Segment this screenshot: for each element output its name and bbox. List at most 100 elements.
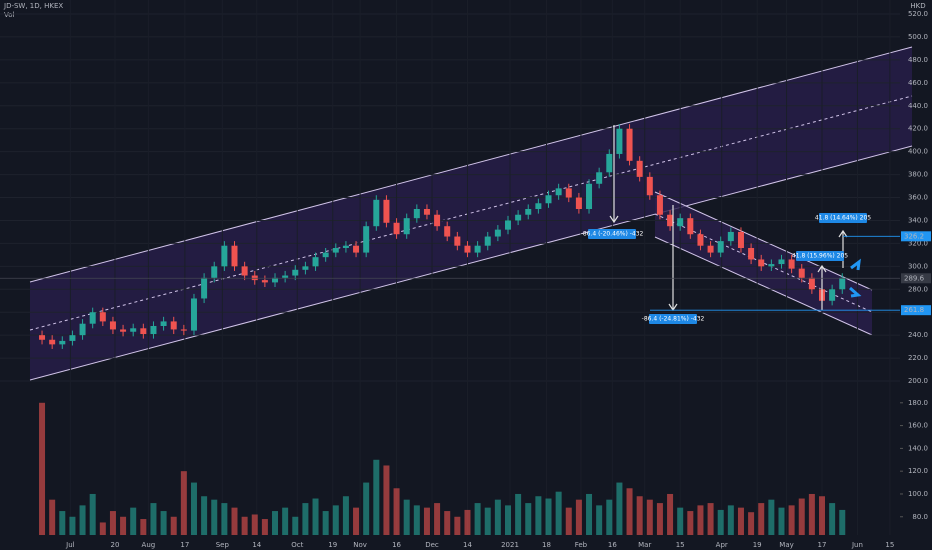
candle-body [616, 128, 623, 154]
volume-bar [656, 503, 663, 535]
volume-bar [504, 505, 511, 535]
volume-bar [261, 519, 268, 535]
volume-bar [494, 499, 501, 535]
candle-body [575, 197, 582, 209]
y-tick-label: 480.0 [908, 56, 928, 64]
candle-body [808, 277, 815, 290]
volume-bar [342, 496, 349, 535]
volume-bar [190, 482, 197, 535]
volume-bar [282, 507, 289, 535]
candle-body [454, 236, 461, 246]
annotation-box [649, 314, 697, 324]
volume-bar [39, 402, 46, 535]
candle-body [403, 218, 410, 235]
candle-body [829, 289, 836, 301]
x-tick-label: Nov [353, 541, 367, 549]
volume-bar [515, 493, 522, 535]
volume-bar [758, 503, 765, 535]
y-tick-label: 380.0 [908, 171, 928, 179]
volume-bar [454, 516, 461, 535]
volume-bar [272, 511, 279, 535]
y2-tick-label: 120.0 [908, 467, 928, 475]
candle-body [586, 183, 593, 209]
candle-body [282, 275, 289, 278]
annotation: -86.4 (-20.46%) -432 [581, 231, 644, 238]
candle-body [788, 259, 795, 269]
x-tick-label: 17 [818, 541, 827, 549]
candle-body [272, 277, 279, 283]
candle-body [322, 252, 329, 258]
y-tick-label: 500.0 [908, 33, 928, 41]
volume-bar [363, 482, 370, 535]
price-tag [901, 231, 931, 242]
volume-bar [211, 499, 218, 535]
volume-bar [231, 507, 238, 535]
candle-body [839, 277, 846, 290]
candle-body [342, 245, 349, 248]
x-tick-label: Aug [142, 541, 156, 549]
volume-bar [221, 503, 228, 535]
candle-body [626, 128, 633, 161]
candle-body [667, 214, 674, 227]
annotation: 41.8 (14.64%) 205 [815, 215, 871, 222]
volume-bar [707, 503, 714, 535]
trend-arrows [849, 258, 862, 298]
volume-bar [180, 471, 187, 535]
candle-body [39, 335, 46, 340]
candle-body [515, 214, 522, 221]
volume-bar [565, 507, 572, 535]
candle-body [109, 321, 116, 330]
volume-bar [434, 503, 441, 535]
candle-body [292, 269, 299, 276]
volume-bar [677, 507, 684, 535]
candle-body [160, 321, 167, 327]
x-tick-label: 14 [463, 541, 472, 549]
candle-body [737, 231, 744, 248]
price-tag [901, 273, 931, 284]
volume-bar [819, 496, 826, 535]
candle-body [413, 208, 420, 219]
annotation: 41.8 (15.96%) 205 [792, 253, 848, 260]
candle-body [211, 266, 218, 278]
volume-bar [616, 482, 623, 535]
volume-bar [768, 499, 775, 535]
candle-body [59, 340, 66, 345]
y2-tick-label: 100.0 [908, 490, 928, 498]
channel-bottom [29, 145, 913, 381]
candle-body [707, 245, 714, 253]
candle-body [677, 218, 684, 227]
candle-body [545, 195, 552, 204]
volume-bar [788, 505, 795, 535]
volume-bar [808, 493, 815, 535]
candle-body [444, 226, 451, 237]
candle-body [656, 195, 663, 215]
candle-body [201, 277, 208, 299]
candle-body [596, 172, 603, 184]
volume-bar [353, 507, 360, 535]
volume-bar [373, 459, 380, 535]
volume-bar [332, 505, 339, 535]
volume-bar [606, 499, 613, 535]
x-tick-label: 16 [608, 541, 617, 549]
volume-bar [170, 516, 177, 535]
volume-bar [69, 516, 76, 535]
volume-bar [302, 503, 309, 535]
candle-body [393, 222, 400, 235]
y-tick-label: 420.0 [908, 125, 928, 133]
volume-bar [322, 511, 329, 535]
candle-body [231, 245, 238, 267]
volume-bar [444, 511, 451, 535]
volume-bar [89, 493, 96, 535]
candle-body [180, 329, 187, 331]
candle-body [302, 266, 309, 270]
candle-body [79, 323, 86, 336]
price-tag [901, 305, 931, 316]
volume-bar [839, 509, 846, 535]
y-tick-label: 220.0 [908, 354, 928, 362]
candle-body [636, 160, 643, 177]
channel-bottom [654, 236, 873, 336]
candle-body [504, 220, 511, 230]
candle-body [727, 231, 734, 242]
x-tick-label: 15 [885, 541, 894, 549]
